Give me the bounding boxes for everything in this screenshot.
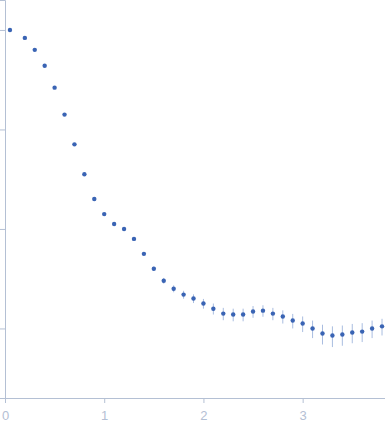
- point: [42, 64, 46, 68]
- point: [142, 252, 146, 256]
- point: [72, 142, 76, 146]
- point: [112, 222, 116, 226]
- point: [33, 48, 37, 52]
- point: [8, 28, 12, 32]
- point: [122, 227, 126, 231]
- x-tick-mark: [303, 398, 304, 403]
- y-tick-mark: [0, 30, 5, 31]
- y-axis: [0, 1, 6, 399]
- y-tick: [0, 229, 5, 230]
- y-tick: [0, 30, 5, 31]
- x-axis: 0 1 2 3: [2, 398, 385, 423]
- point: [340, 332, 344, 336]
- point: [320, 331, 324, 335]
- y-tick-mark: [0, 129, 5, 130]
- points: [8, 28, 384, 338]
- y-tick: [0, 129, 5, 130]
- x-tick-label: 2: [200, 408, 207, 423]
- point: [310, 326, 314, 330]
- point: [241, 312, 245, 316]
- point: [162, 278, 166, 282]
- y-axis-line: [0, 1, 6, 399]
- point: [251, 309, 255, 313]
- point: [181, 292, 185, 296]
- point: [52, 85, 56, 89]
- point: [261, 308, 265, 312]
- point: [360, 329, 364, 333]
- y-tick-mark: [0, 328, 5, 329]
- point: [171, 286, 175, 290]
- point: [231, 312, 235, 316]
- plot-area: [8, 28, 384, 347]
- y-tick: [0, 328, 5, 329]
- point: [330, 333, 334, 337]
- point: [211, 306, 215, 310]
- point: [201, 301, 205, 305]
- point: [350, 330, 354, 334]
- x-tick-label: 3: [300, 408, 307, 423]
- x-tick: 0: [2, 398, 9, 423]
- x-tick-mark: [104, 398, 105, 403]
- point: [82, 172, 86, 176]
- x-axis-line: [6, 399, 385, 404]
- point: [152, 267, 156, 271]
- y-tick-mark: [0, 229, 5, 230]
- x-tick: 2: [200, 398, 207, 423]
- point: [281, 314, 285, 318]
- point: [102, 212, 106, 216]
- point: [271, 311, 275, 315]
- point: [300, 321, 304, 325]
- error-bars: [10, 30, 382, 348]
- point: [221, 311, 225, 315]
- x-tick-mark: [203, 398, 204, 403]
- x-tick: 1: [101, 398, 108, 423]
- point: [23, 36, 27, 40]
- point: [191, 296, 195, 300]
- x-tick-label: 0: [2, 408, 9, 423]
- x-tick-label: 1: [101, 408, 108, 423]
- point: [370, 326, 374, 330]
- point: [380, 324, 384, 328]
- point: [62, 112, 66, 116]
- point: [132, 237, 136, 241]
- point: [291, 318, 295, 322]
- point: [92, 197, 96, 201]
- chart: 0 1 2 3: [0, 0, 385, 437]
- x-tick: 3: [300, 398, 307, 423]
